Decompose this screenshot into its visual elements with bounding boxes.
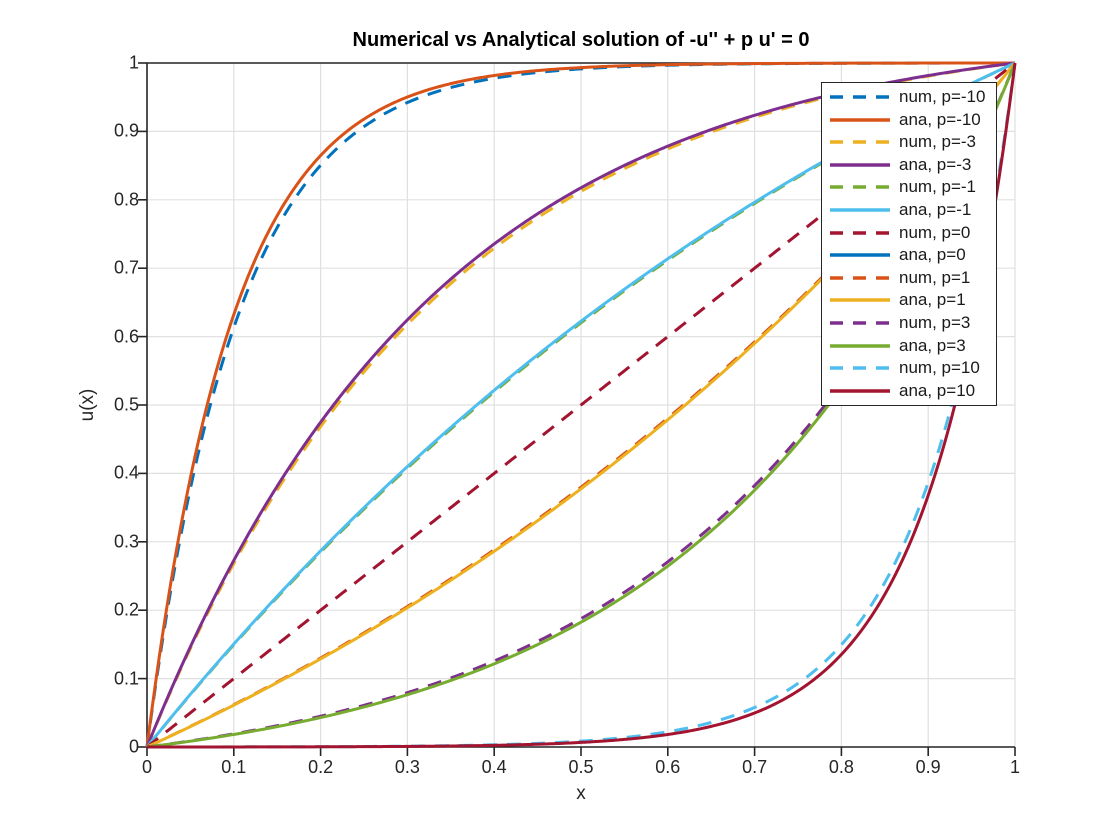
legend-line-sample bbox=[830, 366, 890, 370]
legend-label: ana, p=-1 bbox=[899, 200, 972, 220]
x-tick-label: 0.8 bbox=[828, 757, 854, 777]
legend-label: ana, p=3 bbox=[899, 335, 966, 355]
legend-line-sample bbox=[830, 321, 890, 325]
legend-item-num-p-1: num, p=1 bbox=[822, 267, 996, 288]
x-tick-label: 0.2 bbox=[308, 757, 334, 777]
legend-label: num, p=-10 bbox=[899, 87, 986, 107]
legend-item-num-p-0: num, p=0 bbox=[822, 222, 996, 243]
chart-title: Numerical vs Analytical solution of -u''… bbox=[352, 29, 810, 51]
curve-num-p--3 bbox=[145, 61, 1016, 748]
legend-label: ana, p=-3 bbox=[899, 154, 972, 174]
legend-label: num, p=1 bbox=[899, 267, 971, 287]
y-tick-label: 0 bbox=[128, 736, 139, 757]
x-tick-label: 0.9 bbox=[915, 757, 941, 777]
legend-line-sample bbox=[830, 185, 890, 190]
legend-label: num, p=0 bbox=[899, 222, 971, 242]
legend-item-ana-p-1: ana, p=1 bbox=[822, 290, 996, 311]
legend-line-sample bbox=[830, 117, 890, 122]
x-tick-label: 0.6 bbox=[655, 757, 681, 777]
legend-line-sample bbox=[830, 253, 890, 257]
x-tick-label: 0.7 bbox=[742, 757, 768, 777]
legend-label: ana, p=1 bbox=[899, 290, 966, 310]
y-tick-label: 0.8 bbox=[113, 189, 139, 210]
curve-ana-p-10 bbox=[147, 62, 1017, 749]
legend-label: ana, p=0 bbox=[899, 245, 966, 265]
legend-line-sample bbox=[830, 163, 890, 167]
legend-label: num, p=3 bbox=[899, 313, 971, 333]
legend-line-sample bbox=[830, 389, 890, 393]
y-tick-label: 0.4 bbox=[113, 462, 139, 483]
x-tick-label: 0.1 bbox=[221, 757, 247, 777]
legend-line-sample bbox=[830, 298, 890, 303]
legend-item-num-p-10: num, p=10 bbox=[822, 358, 996, 379]
legend-label: num, p=-3 bbox=[899, 132, 977, 152]
y-tick-label: 0.2 bbox=[113, 599, 139, 620]
legend-item-ana-p-10: ana, p=10 bbox=[822, 380, 996, 401]
x-tick-label: 0.4 bbox=[481, 757, 507, 777]
y-tick-label: 0.5 bbox=[113, 394, 139, 415]
legend-line-sample bbox=[830, 208, 890, 212]
legend: num, p=-10 ana, p=-10 num, p=-3 ana, p=-3 nu… bbox=[821, 82, 997, 406]
legend-item-num-p-3: num, p=3 bbox=[822, 313, 996, 334]
y-tick-label: 0.3 bbox=[113, 531, 139, 552]
legend-line-sample bbox=[830, 343, 890, 348]
legend-label: ana, p=-10 bbox=[899, 109, 981, 129]
x-tick-label: 0 bbox=[141, 757, 153, 777]
x-tick-label: 1 bbox=[1009, 757, 1021, 777]
legend-line-sample bbox=[830, 140, 890, 144]
y-tick-label: 1 bbox=[128, 52, 139, 73]
x-tick-label: 0.5 bbox=[568, 757, 594, 777]
legend-label: num, p=10 bbox=[899, 358, 980, 378]
legend-item-num-p--3: num, p=-3 bbox=[822, 132, 996, 153]
legend-line-sample bbox=[830, 230, 890, 235]
legend-item-ana-p--10: ana, p=-10 bbox=[822, 109, 996, 130]
legend-label: ana, p=10 bbox=[899, 380, 976, 400]
legend-line-sample bbox=[830, 276, 890, 280]
legend-line-sample bbox=[830, 95, 890, 99]
legend-label: num, p=-1 bbox=[899, 177, 977, 197]
x-axis-label: x bbox=[576, 783, 586, 804]
curve-ana-p--10 bbox=[145, 61, 1015, 748]
legend-item-ana-p--1: ana, p=-1 bbox=[822, 200, 996, 221]
y-tick-label: 0.1 bbox=[113, 668, 139, 689]
legend-item-ana-p-3: ana, p=3 bbox=[822, 335, 996, 356]
legend-item-ana-p-0: ana, p=0 bbox=[822, 245, 996, 266]
y-axis-label: u(x) bbox=[77, 388, 98, 422]
y-tick-label: 0.9 bbox=[113, 120, 139, 141]
y-tick-label: 0.7 bbox=[113, 257, 139, 278]
x-tick-label: 0.3 bbox=[394, 757, 420, 777]
legend-item-num-p--1: num, p=-1 bbox=[822, 177, 996, 198]
y-tick-label: 0.6 bbox=[113, 326, 139, 347]
legend-item-ana-p--3: ana, p=-3 bbox=[822, 154, 996, 175]
legend-item-num-p--10: num, p=-10 bbox=[822, 87, 996, 108]
